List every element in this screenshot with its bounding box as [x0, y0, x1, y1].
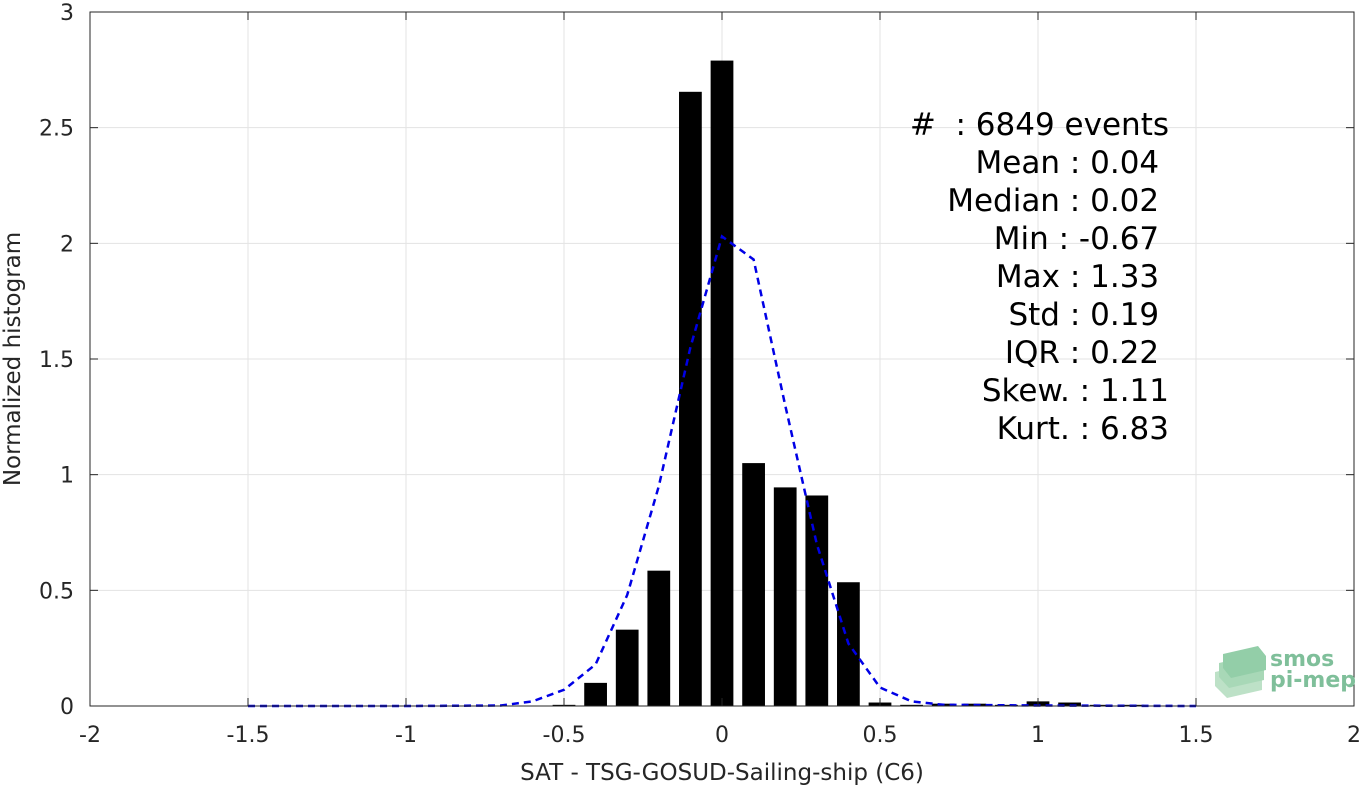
- stat-median: Median : 0.02: [947, 183, 1169, 219]
- histogram-bar: [710, 60, 734, 706]
- histogram-bar: [679, 91, 702, 706]
- stat-skew: Skew. : 1.11: [982, 373, 1169, 409]
- ticks-layer: [89, 11, 1355, 707]
- logo-text-smos: smos: [1270, 647, 1334, 672]
- histogram-bar: [647, 570, 671, 706]
- logo-layers-icon: [1215, 646, 1266, 698]
- histogram-bar: [1058, 702, 1081, 706]
- histogram-bar: [742, 463, 765, 706]
- histogram-bar: [900, 704, 923, 706]
- x-tick-label: -1.5: [227, 723, 270, 748]
- y-tick-label: 2: [60, 232, 74, 257]
- smos-pimep-logo: smos pi-mep: [1215, 646, 1356, 698]
- stat-min: Min : -0.67: [994, 221, 1169, 257]
- x-tick-label: 2: [1347, 723, 1361, 748]
- y-tick-label: 0: [60, 695, 74, 720]
- stat-events: # : 6849 events: [910, 107, 1169, 143]
- x-tick-label: 1: [1031, 723, 1045, 748]
- y-tick-label: 1: [60, 464, 74, 489]
- y-axis-label: Normalized histogram: [0, 232, 26, 486]
- x-tick-label: -0.5: [543, 723, 586, 748]
- x-axis-label: SAT - TSG-GOSUD-Sailing-ship (C6): [520, 760, 924, 786]
- x-tick-label: -1: [395, 723, 417, 748]
- bars-layer: [552, 60, 1145, 706]
- histogram-bar: [615, 629, 639, 706]
- histogram-bar: [995, 704, 1018, 706]
- x-tick-label: 0: [715, 723, 729, 748]
- y-tick-label: 1.5: [39, 348, 74, 373]
- stat-kurt: Kurt. : 6.83: [997, 411, 1169, 447]
- tick-labels: -2 -1.5 -1 -0.5 0 0.5 1 1.5 2 0 0.5 1 1.5 2 2.5 3: [39, 1, 1361, 748]
- logo-text-pimep: pi-mep: [1270, 668, 1356, 693]
- x-tick-label: 1.5: [1179, 723, 1214, 748]
- histogram-bar: [805, 495, 829, 706]
- histogram-bar: [1089, 704, 1113, 706]
- x-tick-label: 0.5: [863, 723, 898, 748]
- y-tick-label: 3: [60, 1, 74, 26]
- stat-iqr: IQR : 0.22: [1005, 335, 1169, 371]
- stat-max: Max : 1.33: [996, 259, 1169, 295]
- y-tick-label: 2.5: [39, 117, 74, 142]
- histogram-bar: [584, 682, 607, 706]
- x-tick-label: -2: [79, 723, 101, 748]
- stat-mean: Mean : 0.04: [976, 145, 1170, 181]
- histogram-bar: [773, 487, 797, 706]
- stat-std: Std : 0.19: [1008, 297, 1169, 333]
- y-tick-label: 0.5: [39, 579, 74, 604]
- fit-curve: [248, 234, 1197, 708]
- stats-annotation: # : 6849 events Mean : 0.04 Median : 0.0…: [910, 107, 1169, 447]
